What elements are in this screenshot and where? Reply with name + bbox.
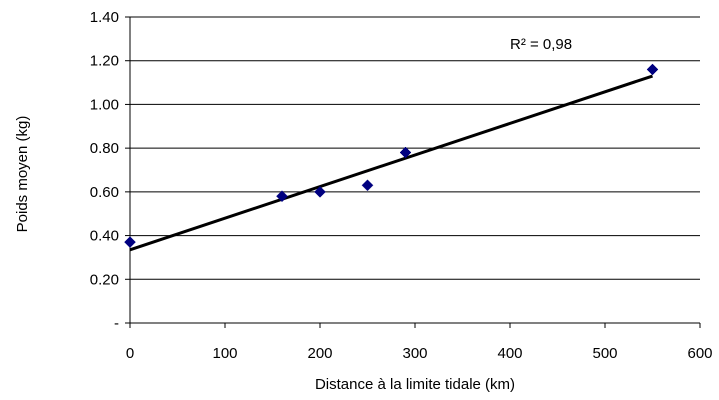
trendline	[129, 74, 653, 252]
y-tick-label-3: 0.60	[90, 184, 119, 201]
axes	[125, 16, 701, 328]
y-tick-label-0: -	[114, 315, 119, 332]
data-point-0	[124, 236, 136, 248]
x-tick-label-5: 500	[592, 345, 617, 362]
y-tick-label-5: 1.00	[90, 96, 119, 113]
data-point-4	[399, 146, 412, 159]
y-tick-label-2: 0.40	[90, 228, 119, 245]
trendline-layer	[129, 74, 653, 252]
y-tick-label-4: 0.80	[90, 140, 119, 157]
y-tick-label-6: 1.20	[90, 53, 119, 70]
data-point-2	[314, 186, 326, 198]
x-tick-label-3: 300	[402, 345, 427, 362]
x-tick-label-1: 100	[212, 345, 237, 362]
data-point-3	[361, 179, 374, 192]
y-tick-label-1: 0.20	[90, 271, 119, 288]
tick-labels: - 0.20 0.40 0.60 0.80 1.00 1.20 1.40 0 100 200 300 4…	[90, 9, 713, 362]
y-axis-title: Poids moyen (kg)	[14, 116, 31, 233]
x-tick-label-0: 0	[126, 345, 134, 362]
x-tick-label-2: 200	[307, 345, 332, 362]
data-point-1	[276, 190, 288, 203]
data-points	[124, 63, 659, 248]
x-tick-label-6: 600	[687, 345, 712, 362]
x-tick-label-4: 400	[497, 345, 522, 362]
y-tick-label-7: 1.40	[90, 9, 119, 26]
gridlines	[130, 16, 700, 280]
r-squared-annotation: R² = 0,98	[510, 36, 572, 53]
x-axis-title: Distance à la limite tidale (km)	[315, 376, 515, 393]
data-point-5	[646, 63, 659, 76]
